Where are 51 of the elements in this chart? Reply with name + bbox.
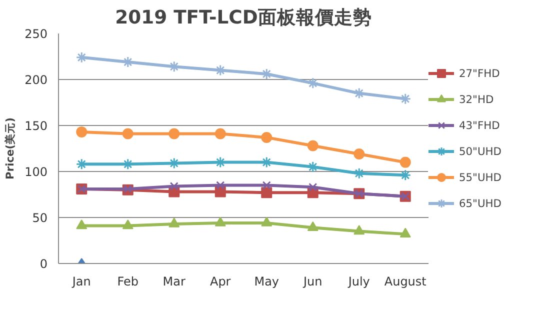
point [307, 140, 318, 152]
point [353, 168, 365, 180]
x-tick-label: Apr [210, 274, 231, 288]
y-tick-label: 100 [24, 165, 48, 179]
y-tick-label: 50 [32, 211, 48, 225]
x-tick-label: Jun [302, 274, 322, 288]
x-tick-label: Mar [162, 274, 186, 288]
x-tick-label: Feb [117, 274, 138, 288]
point [308, 182, 318, 192]
point [307, 77, 319, 89]
point [76, 52, 88, 64]
point [76, 220, 88, 230]
legend-label: 43"FHD [459, 118, 500, 132]
y-tick-label: 0 [40, 257, 48, 271]
point [400, 228, 411, 238]
legend-label: 55"UHD [459, 170, 502, 184]
legend-label: 65"UHD [459, 196, 502, 210]
y-tick-label: 200 [24, 73, 48, 87]
point [122, 220, 134, 230]
point [214, 216, 226, 226]
x-tick-label: Jan [71, 274, 91, 288]
y-axis-title: Price(美元) [4, 117, 17, 180]
point [76, 158, 88, 170]
point [307, 221, 318, 232]
point [354, 148, 365, 160]
legend-label: 32"HD [459, 92, 494, 106]
legend-label: 50"UHD [459, 144, 502, 158]
point [168, 128, 180, 140]
point [261, 216, 272, 226]
x-tick-label: August [384, 274, 427, 288]
point [168, 218, 180, 228]
y-tick-label: 150 [24, 119, 48, 133]
point [122, 128, 134, 140]
point [262, 181, 271, 190]
point [170, 182, 178, 191]
point [307, 161, 319, 173]
point [400, 93, 412, 105]
point [216, 181, 225, 190]
point [214, 128, 226, 140]
point [354, 225, 365, 235]
x-tick-label: July [347, 274, 370, 288]
x-tick-label: May [254, 274, 280, 288]
point [261, 132, 272, 143]
y-tick-label: 250 [24, 27, 48, 41]
point [353, 88, 365, 100]
point [400, 156, 411, 168]
point [261, 187, 272, 198]
point [400, 169, 412, 181]
legend-label: 27"FHD [459, 66, 500, 80]
chart-title: 2019 TFT-LCD面板報價走勢 [115, 6, 372, 28]
point [76, 126, 88, 138]
